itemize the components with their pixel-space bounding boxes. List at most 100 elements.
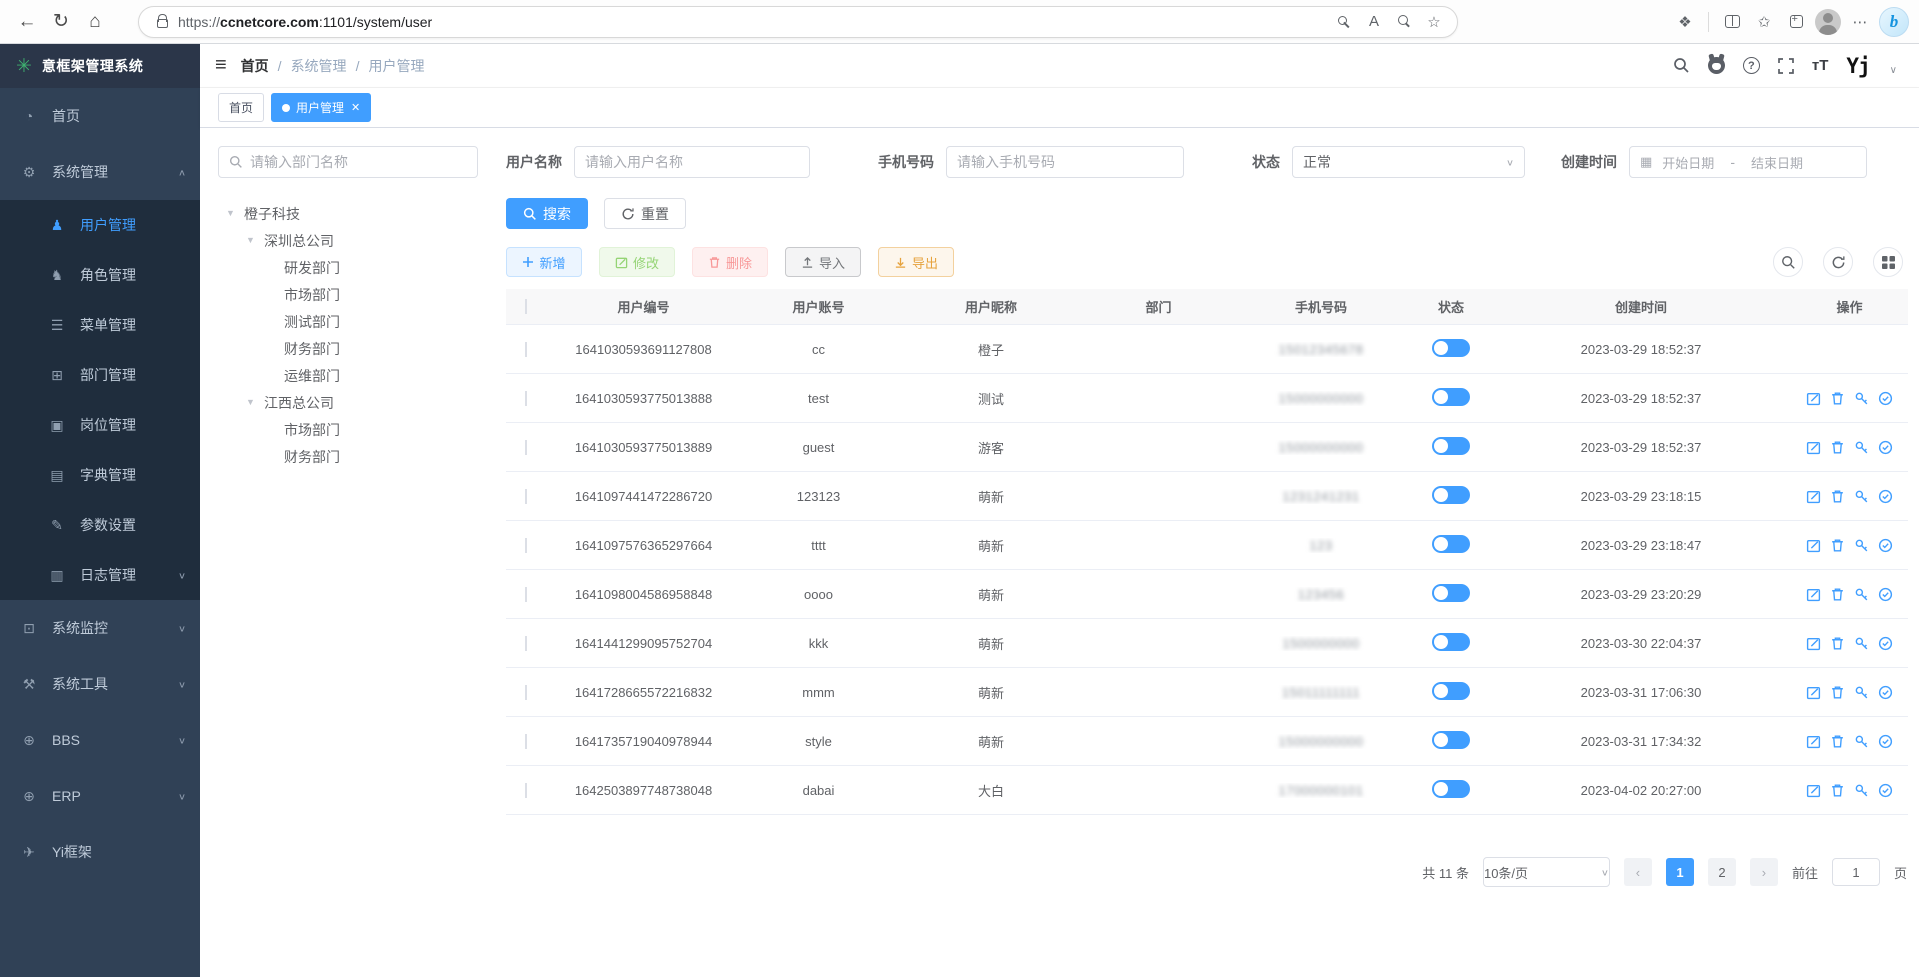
row-reset-password-icon[interactable]	[1854, 440, 1869, 455]
favorite-add-icon[interactable]: ☆	[1427, 13, 1441, 31]
sidebar-item[interactable]: ☰ 菜单管理	[0, 300, 200, 350]
row-reset-password-icon[interactable]	[1854, 391, 1869, 406]
row-checkbox[interactable]	[525, 439, 527, 455]
row-assign-role-icon[interactable]	[1878, 685, 1893, 700]
row-checkbox[interactable]	[525, 782, 527, 798]
row-delete-icon[interactable]	[1830, 489, 1845, 504]
sidebar-item[interactable]: ⊕ ERP	[0, 768, 200, 824]
column-settings-icon[interactable]	[1873, 247, 1903, 277]
reset-button[interactable]: 重置	[604, 198, 686, 229]
row-checkbox[interactable]	[525, 586, 527, 602]
tree-caret-icon[interactable]	[246, 397, 264, 408]
row-assign-role-icon[interactable]	[1878, 391, 1893, 406]
sidebar-item[interactable]: ♟ 用户管理	[0, 200, 200, 250]
row-delete-icon[interactable]	[1830, 783, 1845, 798]
header-search-icon[interactable]	[1673, 57, 1690, 74]
edit-button[interactable]: 修改	[599, 247, 675, 277]
prev-page-button[interactable]: ‹	[1623, 858, 1652, 886]
row-delete-icon[interactable]	[1830, 391, 1845, 406]
row-assign-role-icon[interactable]	[1878, 489, 1893, 504]
address-bar[interactable]: https://ccnetcore.com:1101/system/user A…	[138, 5, 1458, 38]
row-edit-icon[interactable]	[1806, 538, 1821, 553]
row-delete-icon[interactable]	[1830, 636, 1845, 651]
tree-node[interactable]: 运维部门	[218, 362, 478, 389]
user-menu-caret-icon[interactable]: ∨	[1889, 65, 1897, 76]
search-button[interactable]: 搜索	[506, 198, 588, 229]
split-screen-icon[interactable]	[1719, 9, 1745, 35]
select-all-checkbox[interactable]	[525, 299, 527, 314]
row-checkbox[interactable]	[525, 341, 527, 357]
page-button-1[interactable]: 1	[1665, 858, 1694, 886]
dept-search-input[interactable]: 请输入部门名称	[218, 146, 478, 178]
row-edit-icon[interactable]	[1806, 783, 1821, 798]
tab-user-management[interactable]: 用户管理 ✕	[271, 93, 372, 122]
tree-node[interactable]: 研发部门	[218, 254, 478, 281]
sidebar-item[interactable]: ♞ 角色管理	[0, 250, 200, 300]
read-aloud-icon[interactable]: A	[1368, 13, 1379, 30]
row-edit-icon[interactable]	[1806, 391, 1821, 406]
row-reset-password-icon[interactable]	[1854, 587, 1869, 602]
row-assign-role-icon[interactable]	[1878, 783, 1893, 798]
copilot-icon[interactable]: b	[1879, 6, 1909, 37]
status-select[interactable]: 正常 ∨	[1292, 146, 1525, 178]
row-checkbox[interactable]	[525, 537, 527, 553]
status-toggle[interactable]	[1432, 485, 1470, 504]
table-refresh-icon[interactable]	[1823, 247, 1853, 277]
row-reset-password-icon[interactable]	[1854, 636, 1869, 651]
row-checkbox[interactable]	[525, 488, 527, 504]
extensions-icon[interactable]: ❖	[1678, 13, 1692, 31]
tree-node[interactable]: 市场部门	[218, 281, 478, 308]
browser-profile-avatar[interactable]	[1815, 8, 1841, 35]
import-button[interactable]: 导入	[785, 247, 861, 277]
row-reset-password-icon[interactable]	[1854, 734, 1869, 749]
row-delete-icon[interactable]	[1830, 685, 1845, 700]
tree-node[interactable]: 橙子科技	[218, 200, 478, 227]
status-toggle[interactable]	[1432, 534, 1470, 553]
password-key-icon[interactable]	[1331, 9, 1357, 35]
browser-back-icon[interactable]: ←	[17, 10, 37, 32]
phone-input[interactable]: 请输入手机号码	[946, 146, 1184, 178]
row-edit-icon[interactable]	[1806, 440, 1821, 455]
status-toggle[interactable]	[1432, 436, 1470, 455]
tree-node[interactable]: 财务部门	[218, 335, 478, 362]
delete-button[interactable]: 删除	[692, 247, 768, 277]
sidebar-item[interactable]: ▤ 字典管理	[0, 450, 200, 500]
row-edit-icon[interactable]	[1806, 489, 1821, 504]
collections-icon[interactable]: ✩	[1757, 13, 1771, 31]
sidebar-item[interactable]: ⊡ 系统监控	[0, 600, 200, 656]
row-reset-password-icon[interactable]	[1854, 783, 1869, 798]
add-button[interactable]: 新增	[506, 247, 582, 277]
page-button-2[interactable]: 2	[1707, 858, 1736, 886]
tab-home[interactable]: 首页	[218, 93, 265, 122]
row-assign-role-icon[interactable]	[1878, 440, 1893, 455]
sidebar-item[interactable]: ▥ 日志管理	[0, 550, 200, 600]
username-input[interactable]: 请输入用户名称	[574, 146, 810, 178]
row-edit-icon[interactable]	[1806, 636, 1821, 651]
goto-page-input[interactable]: 1	[1831, 858, 1880, 886]
row-delete-icon[interactable]	[1830, 440, 1845, 455]
row-reset-password-icon[interactable]	[1854, 489, 1869, 504]
tree-node[interactable]: 财务部门	[218, 443, 478, 470]
row-edit-icon[interactable]	[1806, 685, 1821, 700]
status-toggle[interactable]	[1432, 681, 1470, 700]
row-assign-role-icon[interactable]	[1878, 538, 1893, 553]
row-reset-password-icon[interactable]	[1854, 685, 1869, 700]
next-page-button[interactable]: ›	[1749, 858, 1778, 886]
tree-node[interactable]: 测试部门	[218, 308, 478, 335]
table-search-toggle-icon[interactable]	[1773, 247, 1803, 277]
row-assign-role-icon[interactable]	[1878, 734, 1893, 749]
row-checkbox[interactable]	[525, 684, 527, 700]
sidebar-item[interactable]: ✈ Yi框架	[0, 824, 200, 880]
row-reset-password-icon[interactable]	[1854, 538, 1869, 553]
status-toggle[interactable]	[1432, 338, 1470, 357]
tree-caret-icon[interactable]	[226, 208, 244, 219]
browser-more-icon[interactable]: ⋯	[1852, 13, 1868, 31]
tab-close-icon[interactable]: ✕	[351, 102, 361, 114]
sidebar-item[interactable]: ✎ 参数设置	[0, 500, 200, 550]
date-range-picker[interactable]: ▦ 开始日期 - 结束日期	[1629, 146, 1867, 178]
sidebar-item[interactable]: ▣ 岗位管理	[0, 400, 200, 450]
user-logo-badge[interactable]: Yj	[1846, 53, 1870, 78]
browser-refresh-icon[interactable]: ↻	[53, 11, 69, 32]
page-size-select[interactable]: 10条/页 ∨	[1482, 857, 1610, 887]
row-assign-role-icon[interactable]	[1878, 587, 1893, 602]
